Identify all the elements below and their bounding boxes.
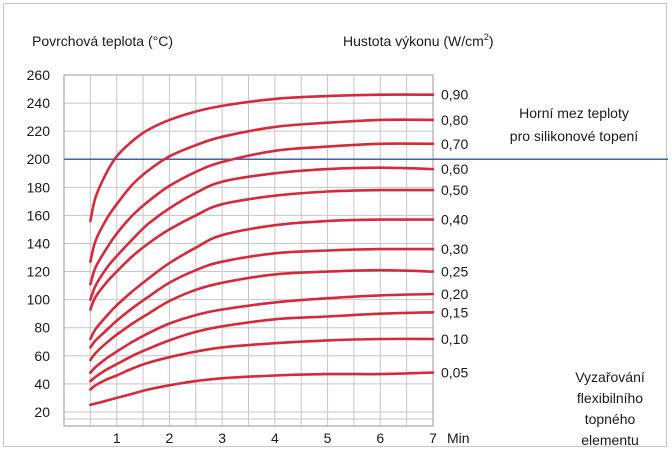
x-ticks: 1 2 3 4 5 6 7 Min bbox=[113, 430, 470, 446]
x-tick-label: 1 bbox=[113, 430, 121, 446]
x-tick-label: 3 bbox=[218, 430, 226, 446]
x-tick-label: 7 bbox=[429, 430, 437, 446]
curves bbox=[89, 93, 435, 407]
series-line bbox=[89, 311, 435, 383]
series-line bbox=[89, 268, 435, 362]
series-label: 0,60 bbox=[441, 161, 468, 177]
y-tick-label: 220 bbox=[27, 123, 51, 139]
y-tick-label: 20 bbox=[34, 404, 50, 420]
series-label: 0,05 bbox=[441, 365, 468, 381]
side-label-line3: topného bbox=[585, 411, 636, 427]
y-tick-label: 140 bbox=[27, 235, 51, 251]
series-line bbox=[89, 188, 435, 311]
y-tick-label: 80 bbox=[34, 320, 50, 336]
y-tick-label: 260 bbox=[27, 67, 51, 83]
series-line bbox=[89, 247, 435, 349]
series-label: 0,25 bbox=[441, 264, 468, 280]
series-label: 0,80 bbox=[441, 112, 468, 128]
series-line bbox=[89, 218, 435, 341]
x-unit-label: Min bbox=[447, 430, 470, 446]
series-line bbox=[89, 142, 435, 286]
plot-area-border bbox=[63, 74, 434, 427]
grid bbox=[63, 74, 434, 427]
series-label: 0,50 bbox=[441, 182, 468, 198]
y-tick-label: 240 bbox=[27, 95, 51, 111]
series-line bbox=[89, 166, 435, 301]
x-tick-label: 6 bbox=[376, 430, 384, 446]
y-tick-label: 160 bbox=[27, 207, 51, 223]
y-tick-label: 120 bbox=[27, 264, 51, 280]
series-line bbox=[89, 292, 435, 374]
x-tick-label: 5 bbox=[324, 430, 332, 446]
series-label: 0,90 bbox=[441, 87, 468, 103]
side-label-line1: Vyzařování bbox=[575, 369, 645, 385]
series-label: 0,15 bbox=[441, 304, 468, 320]
y-tick-label: 100 bbox=[27, 292, 51, 308]
series-title: Hustota výkonu (W/cm2) bbox=[343, 32, 494, 49]
series-line bbox=[89, 371, 435, 407]
y-tick-label: 60 bbox=[34, 348, 50, 364]
y-tick-label: 200 bbox=[27, 151, 51, 167]
y-ticks: 20 40 60 80 100 120 140 160 180 200 220 240 260 bbox=[27, 67, 51, 420]
series-label: 0,20 bbox=[441, 286, 468, 302]
y-tick-label: 40 bbox=[34, 376, 50, 392]
limit-label-line2: pro silikonové topení bbox=[510, 128, 639, 144]
series-label: 0,70 bbox=[441, 136, 468, 152]
side-label-line4: elementu bbox=[581, 432, 639, 448]
series-label: 0,10 bbox=[441, 331, 468, 347]
series-line bbox=[89, 93, 435, 223]
side-label-line2: flexibilního bbox=[577, 390, 643, 406]
series-line bbox=[89, 337, 435, 391]
y-axis-label: Povrchová teplota (°C) bbox=[32, 33, 173, 49]
x-tick-label: 2 bbox=[166, 430, 174, 446]
series-label: 0,30 bbox=[441, 241, 468, 257]
y-tick-label: 180 bbox=[27, 179, 51, 195]
series-labels: 0,90 0,80 0,70 0,60 0,50 0,40 0,30 0,25 0,20 0,15… bbox=[441, 87, 468, 381]
x-tick-label: 4 bbox=[271, 430, 279, 446]
series-line bbox=[89, 118, 435, 263]
limit-label-line1: Horní mez teploty bbox=[519, 105, 629, 121]
chart-frame bbox=[3, 3, 667, 447]
series-label: 0,40 bbox=[441, 212, 468, 228]
